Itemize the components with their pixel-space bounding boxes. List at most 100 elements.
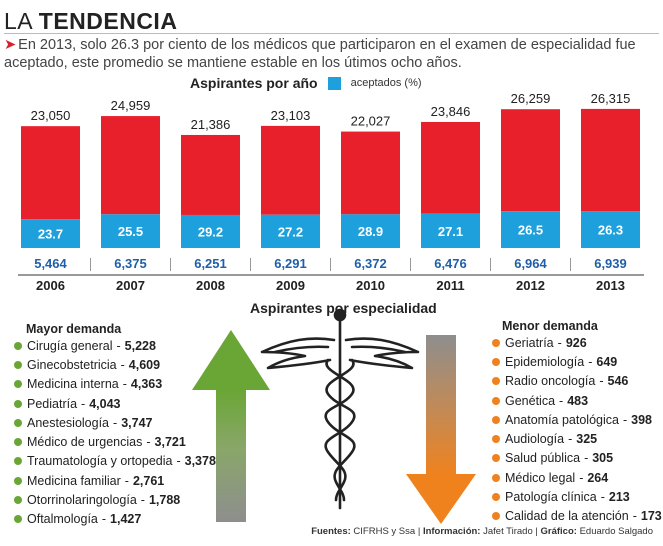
credits-fuentes-label: Fuentes: bbox=[311, 526, 351, 537]
specialty-name: Patología clínica bbox=[505, 490, 597, 505]
total-label: 24,959 bbox=[111, 98, 151, 113]
separator-dash: - bbox=[599, 374, 604, 389]
specialty-name: Pediatría bbox=[27, 396, 78, 411]
bullet-dot-icon bbox=[492, 435, 500, 444]
down-arrow-icon bbox=[406, 335, 476, 524]
bullet-dot-icon bbox=[14, 496, 22, 505]
bullet-dot-icon bbox=[14, 380, 22, 389]
specialty-value: 4,363 bbox=[130, 377, 163, 392]
total-label: 22,027 bbox=[351, 114, 391, 129]
bar-aspirantes bbox=[101, 116, 160, 215]
credits-info-label: Información: bbox=[422, 526, 481, 537]
bar-aspirantes bbox=[501, 109, 560, 212]
total-label: 23,103 bbox=[271, 108, 311, 123]
legend-label: aceptados (%) bbox=[350, 77, 422, 89]
total-label: 23,846 bbox=[431, 104, 471, 119]
bullet-arrow-icon: ➤ bbox=[4, 37, 17, 53]
up-arrow-icon bbox=[192, 330, 270, 522]
accepted-label: 6,251 bbox=[194, 256, 227, 271]
bar-aspirantes bbox=[21, 126, 80, 220]
separator-dash: - bbox=[622, 412, 628, 427]
page-title: LA TENDENCIA bbox=[4, 8, 177, 35]
specialty-value: 173 bbox=[640, 509, 662, 524]
specialty-name: Ginecobstetricia bbox=[27, 357, 117, 372]
accepted-label: 6,964 bbox=[514, 256, 547, 271]
menor-demanda-item: Geriatría -926 bbox=[492, 333, 662, 352]
separator-dash: - bbox=[116, 338, 121, 353]
year-label: 2013 bbox=[596, 278, 625, 293]
menor-demanda-item: Radio oncología -546 bbox=[492, 372, 662, 391]
mayor-demanda-item: Cirugía general -5,228 bbox=[14, 336, 216, 355]
separator-dash: - bbox=[632, 509, 637, 524]
mayor-demanda-item: Medicina interna -4,363 bbox=[14, 375, 216, 394]
mayor-demanda-list: Cirugía general -5,228 Ginecobstetricia -4,… bbox=[14, 336, 216, 529]
specialty-value: 3,378 bbox=[184, 454, 216, 469]
specialty-value: 926 bbox=[565, 335, 587, 350]
title-prefix: LA bbox=[4, 8, 32, 34]
percent-label: 29.2 bbox=[198, 224, 223, 239]
credits-grafico: Eduardo Salgado bbox=[579, 526, 653, 537]
specialty-name: Calidad de la atención bbox=[505, 509, 629, 524]
accepted-label: 5,464 bbox=[34, 256, 67, 271]
subtitle: ➤ En 2013, solo 26.3 por ciento de los mé… bbox=[4, 36, 654, 72]
bullet-dot-icon bbox=[492, 473, 500, 482]
specialty-value: 546 bbox=[607, 374, 629, 389]
specialty-name: Medicina interna bbox=[27, 377, 119, 392]
section-title: Aspirantes por especialidad bbox=[250, 300, 437, 316]
bullet-dot-icon bbox=[14, 399, 22, 408]
specialty-name: Audiología bbox=[505, 432, 565, 447]
separator-dash: - bbox=[579, 470, 584, 485]
specialty-name: Geriatría bbox=[505, 335, 554, 350]
specialty-name: Cirugía general bbox=[27, 338, 113, 353]
specialty-value: 3,721 bbox=[154, 435, 186, 450]
bullet-dot-icon bbox=[492, 454, 500, 463]
mayor-demanda-item: Otorrinolaringología -1,788 bbox=[14, 490, 216, 509]
year-label: 2008 bbox=[196, 278, 225, 293]
mayor-demanda-title: Mayor demanda bbox=[26, 322, 122, 336]
mayor-demanda-item: Anestesiología -3,747 bbox=[14, 413, 216, 432]
mayor-demanda-item: Ginecobstetricia -4,609 bbox=[14, 355, 216, 374]
menor-demanda-item: Patología clínica -213 bbox=[492, 487, 662, 506]
separator-dash: - bbox=[557, 335, 562, 350]
percent-label: 27.1 bbox=[438, 224, 463, 239]
menor-demanda-item: Genética -483 bbox=[492, 391, 662, 410]
menor-demanda-item: Salud pública -305 bbox=[492, 449, 662, 468]
bar-aceptados bbox=[341, 214, 400, 248]
separator-dash: - bbox=[120, 357, 125, 372]
specialty-name: Anatomía patológica bbox=[505, 412, 619, 427]
separator-dash: - bbox=[122, 377, 127, 392]
title-main: TENDENCIA bbox=[38, 8, 178, 34]
year-label: 2012 bbox=[516, 278, 545, 293]
title-divider bbox=[4, 33, 659, 34]
mayor-demanda-item: Pediatría -4,043 bbox=[14, 394, 216, 413]
separator-dash: - bbox=[140, 493, 145, 508]
percent-label: 26.5 bbox=[518, 223, 543, 238]
bullet-dot-icon bbox=[492, 357, 500, 366]
year-label: 2006 bbox=[36, 278, 65, 293]
specialty-name: Radio oncología bbox=[505, 374, 596, 389]
mayor-demanda-item: Médico de urgencias -3,721 bbox=[14, 432, 216, 451]
total-label: 26,315 bbox=[591, 91, 631, 106]
bullet-dot-icon bbox=[492, 415, 500, 424]
credits-fuentes: CIFRHS y Ssa bbox=[353, 526, 416, 537]
bar-aceptados bbox=[261, 214, 320, 248]
menor-demanda-item: Médico legal -264 bbox=[492, 468, 662, 487]
specialty-value: 305 bbox=[592, 451, 614, 466]
chart-header: Aspirantes por año aceptados (%) bbox=[190, 74, 422, 92]
bullet-dot-icon bbox=[14, 360, 22, 369]
specialty-value: 1,788 bbox=[148, 493, 181, 508]
bullet-dot-icon bbox=[14, 457, 22, 466]
percent-label: 25.5 bbox=[118, 224, 143, 239]
specialty-name: Otorrinolaringología bbox=[27, 493, 137, 508]
separator-dash: - bbox=[81, 396, 86, 411]
percent-label: 27.2 bbox=[278, 224, 303, 239]
specialty-value: 483 bbox=[567, 393, 589, 408]
bullet-dot-icon bbox=[492, 493, 500, 502]
specialty-name: Traumatología y ortopedia bbox=[27, 454, 173, 469]
bar-aspirantes bbox=[581, 108, 640, 212]
separator-dash: - bbox=[124, 473, 129, 488]
separator-dash: - bbox=[101, 512, 107, 527]
menor-demanda-item: Epidemiología -649 bbox=[492, 352, 662, 371]
specialty-value: 3,747 bbox=[121, 415, 153, 430]
